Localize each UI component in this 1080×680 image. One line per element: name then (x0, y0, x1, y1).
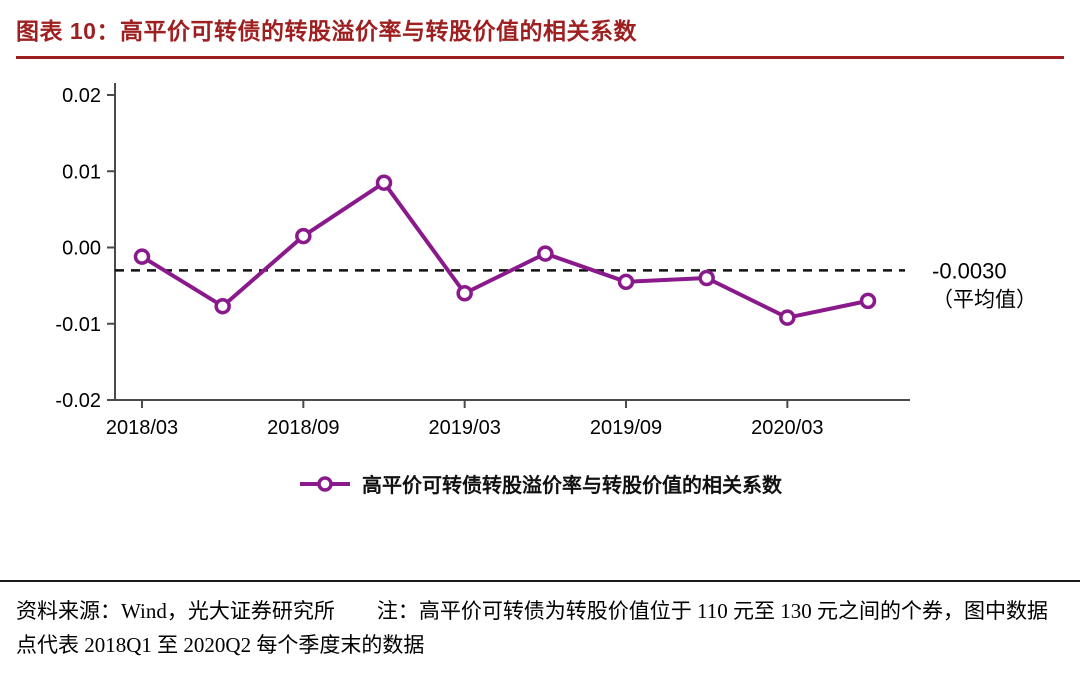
y-tick-label: -0.02 (55, 390, 101, 412)
title-underline (16, 56, 1064, 59)
data-point (779, 309, 796, 326)
average-caption-label: （平均值） (932, 288, 1037, 311)
data-point (537, 245, 554, 262)
x-tick-label: 2018/09 (267, 417, 339, 439)
series-line (140, 180, 869, 320)
footer-note: 资料来源：Wind，光大证券研究所 注：高平价可转债为转股价值位于 110 元至… (0, 579, 1080, 680)
data-point (133, 248, 151, 265)
legend-marker-icon (300, 475, 350, 492)
y-tick-label: 0.00 (62, 238, 101, 260)
data-point (295, 227, 312, 245)
x-tick-label: 2019/09 (590, 417, 662, 439)
data-point (617, 273, 635, 291)
x-tick-label: 2019/03 (429, 417, 501, 439)
y-tick-label: 0.01 (62, 161, 101, 183)
header: 图表 10：高平价可转债的转股溢价率与转股价值的相关系数 (0, 0, 1080, 59)
x-tick-label: 2020/03 (751, 417, 823, 439)
data-point (698, 269, 715, 287)
chart-area: 0.02 0.01 0.00 -0.01 -0.02 2018/03 2018/09 2019… (0, 75, 1080, 455)
chart-title: 图表 10：高平价可转债的转股溢价率与转股价值的相关系数 (16, 18, 637, 44)
legend-label: 高平价可转债转股溢价率与转股价值的相关系数 (362, 475, 782, 497)
source-note-text: 资料来源：Wind，光大证券研究所 注：高平价可转债为转股价值位于 110 元至… (16, 598, 1049, 657)
y-tick-label: -0.01 (55, 314, 101, 336)
data-point (214, 297, 231, 315)
data-point (456, 285, 473, 302)
data-point (859, 292, 877, 310)
data-point (375, 174, 393, 191)
x-tick-label: 2018/03 (106, 417, 178, 439)
chart-legend: 高平价可转债转股溢价率与转股价值的相关系数 (0, 469, 1080, 498)
average-value-label: -0.0030 (932, 258, 1007, 283)
y-tick-label: 0.02 (62, 85, 101, 107)
